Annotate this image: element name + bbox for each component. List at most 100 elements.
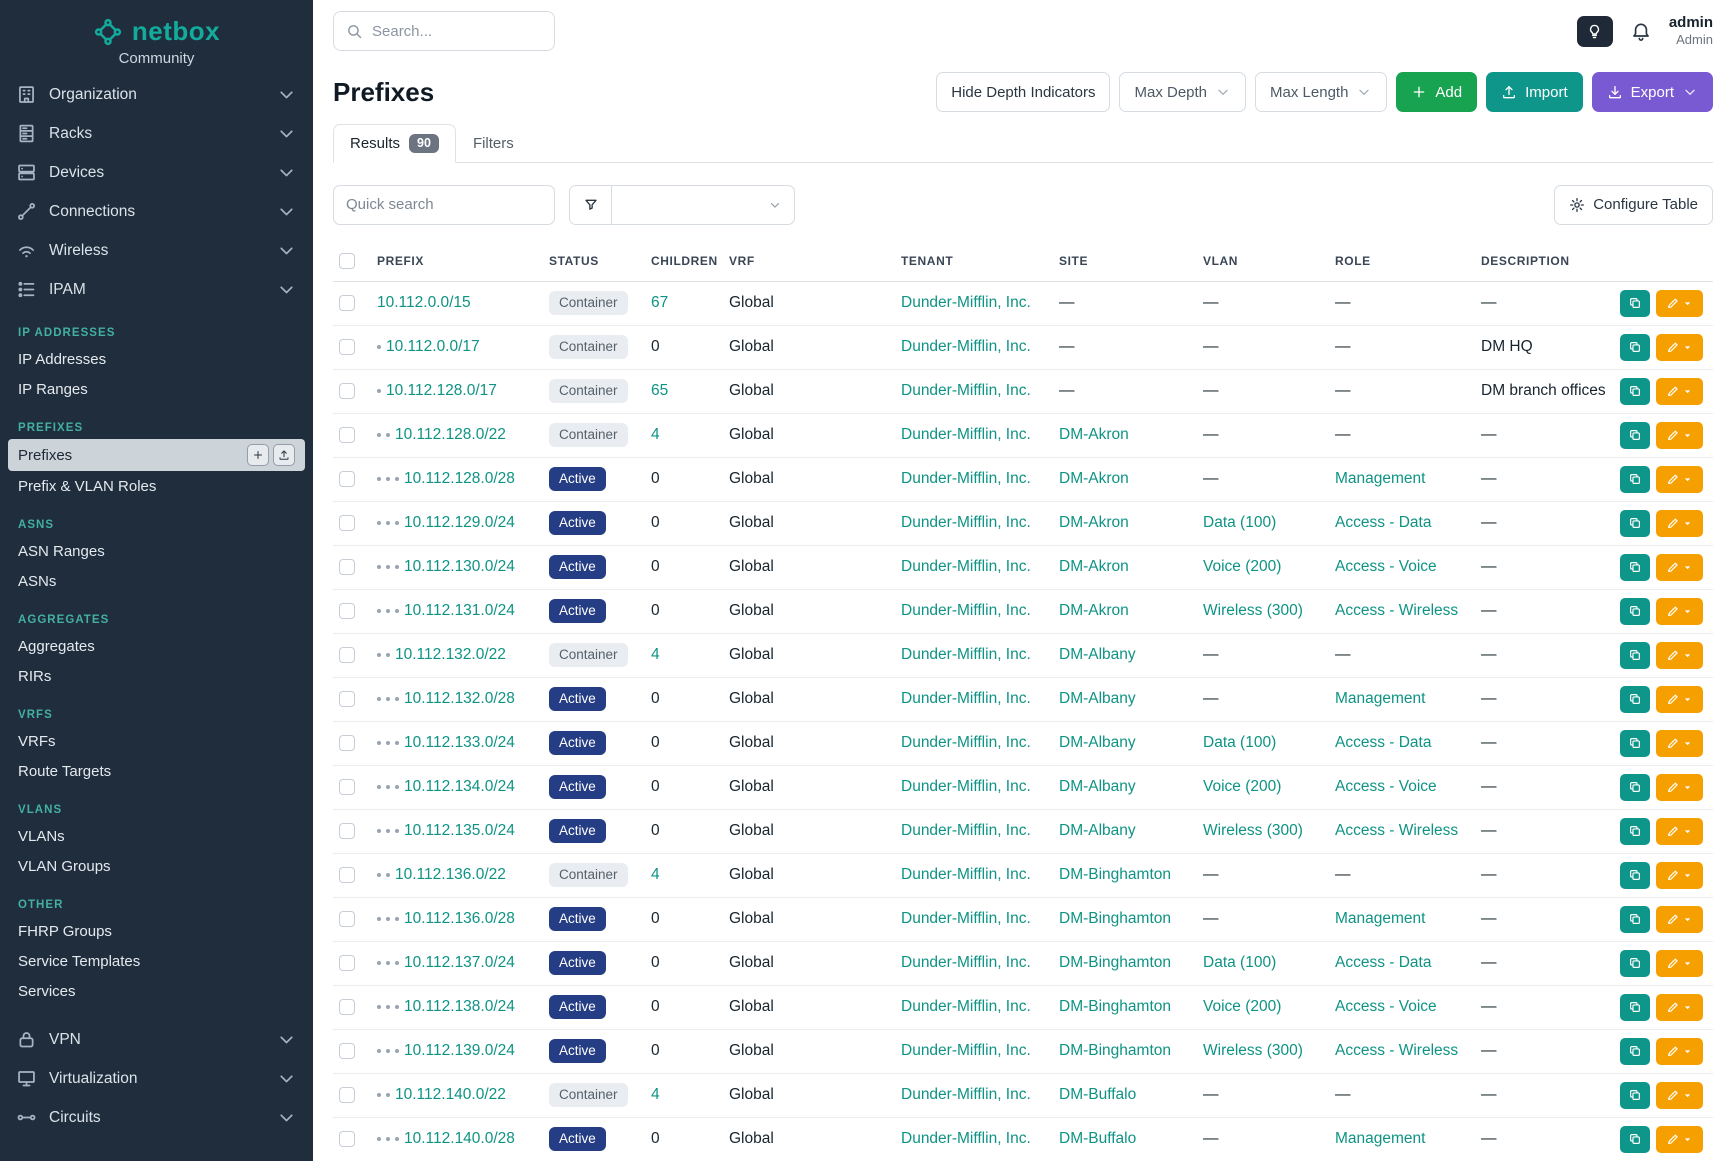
tenant-link[interactable]: Dunder-Mifflin, Inc. xyxy=(901,646,1031,663)
column-header-role[interactable]: ROLE xyxy=(1335,240,1481,282)
edit-button[interactable] xyxy=(1656,509,1703,537)
edit-button[interactable] xyxy=(1656,333,1703,361)
tenant-link[interactable]: Dunder-Mifflin, Inc. xyxy=(901,470,1031,487)
row-checkbox[interactable] xyxy=(339,338,355,355)
role-link[interactable]: Management xyxy=(1335,910,1426,927)
tenant-link[interactable]: Dunder-Mifflin, Inc. xyxy=(901,690,1031,707)
row-checkbox[interactable] xyxy=(339,822,355,839)
edit-button[interactable] xyxy=(1656,773,1703,801)
prefix-link[interactable]: 10.112.133.0/24 xyxy=(404,734,515,751)
site-link[interactable]: DM-Akron xyxy=(1059,426,1129,443)
vlan-link[interactable]: Voice (200) xyxy=(1203,558,1282,575)
row-checkbox[interactable] xyxy=(339,646,355,663)
site-link[interactable]: DM-Albany xyxy=(1059,778,1136,795)
site-link[interactable]: DM-Akron xyxy=(1059,602,1129,619)
row-checkbox[interactable] xyxy=(339,294,355,311)
row-checkbox[interactable] xyxy=(339,382,355,399)
clone-button[interactable] xyxy=(1620,553,1650,581)
prefix-link[interactable]: 10.112.140.0/28 xyxy=(404,1130,515,1147)
clone-button[interactable] xyxy=(1620,377,1650,405)
clone-button[interactable] xyxy=(1620,597,1650,625)
vlan-link[interactable]: Voice (200) xyxy=(1203,778,1282,795)
sidebar-item-asn-ranges[interactable]: ASN Ranges xyxy=(18,542,105,560)
site-link[interactable]: DM-Binghamton xyxy=(1059,998,1171,1015)
clone-button[interactable] xyxy=(1620,1081,1650,1109)
user-menu[interactable]: admin Admin xyxy=(1669,14,1713,48)
children-link[interactable]: 4 xyxy=(651,1086,660,1103)
clone-button[interactable] xyxy=(1620,333,1650,361)
site-link[interactable]: DM-Akron xyxy=(1059,514,1129,531)
column-header-vlan[interactable]: VLAN xyxy=(1203,240,1335,282)
edit-button[interactable] xyxy=(1656,597,1703,625)
site-link[interactable]: DM-Akron xyxy=(1059,470,1129,487)
prefix-link[interactable]: 10.112.140.0/22 xyxy=(395,1086,506,1103)
sidebar-item-prefixes[interactable]: Prefixes xyxy=(8,439,305,471)
sidebar-item-connections[interactable]: Connections xyxy=(0,192,313,231)
role-link[interactable]: Access - Voice xyxy=(1335,998,1437,1015)
edit-button[interactable] xyxy=(1656,729,1703,757)
prefix-link[interactable]: 10.112.0.0/15 xyxy=(377,294,471,311)
children-link[interactable]: 67 xyxy=(651,294,669,311)
tenant-link[interactable]: Dunder-Mifflin, Inc. xyxy=(901,954,1031,971)
column-header-description[interactable]: DESCRIPTION xyxy=(1481,240,1605,282)
tenant-link[interactable]: Dunder-Mifflin, Inc. xyxy=(901,558,1031,575)
tenant-link[interactable]: Dunder-Mifflin, Inc. xyxy=(901,514,1031,531)
max-length-dropdown[interactable]: Max Length xyxy=(1255,72,1388,112)
sidebar-item-devices[interactable]: Devices xyxy=(0,153,313,192)
clone-button[interactable] xyxy=(1620,817,1650,845)
edit-button[interactable] xyxy=(1656,949,1703,977)
clone-button[interactable] xyxy=(1620,421,1650,449)
sidebar-item-circuits[interactable]: Circuits xyxy=(0,1098,313,1137)
edit-button[interactable] xyxy=(1656,377,1703,405)
site-link[interactable]: DM-Albany xyxy=(1059,690,1136,707)
role-link[interactable]: Access - Wireless xyxy=(1335,1042,1459,1059)
clone-button[interactable] xyxy=(1620,641,1650,669)
vlan-link[interactable]: Data (100) xyxy=(1203,734,1277,751)
prefix-link[interactable]: 10.112.138.0/24 xyxy=(404,998,515,1015)
tenant-link[interactable]: Dunder-Mifflin, Inc. xyxy=(901,1086,1031,1103)
site-link[interactable]: DM-Binghamton xyxy=(1059,954,1171,971)
prefix-link[interactable]: 10.112.0.0/17 xyxy=(386,338,480,355)
vlan-link[interactable]: Voice (200) xyxy=(1203,998,1282,1015)
configure-table-button[interactable]: Configure Table xyxy=(1554,184,1713,225)
prefix-link[interactable]: 10.112.132.0/22 xyxy=(395,646,506,663)
row-checkbox[interactable] xyxy=(339,426,355,443)
children-link[interactable]: 4 xyxy=(651,866,660,883)
sidebar-item-racks[interactable]: Racks xyxy=(0,114,313,153)
prefix-link[interactable]: 10.112.134.0/24 xyxy=(404,778,515,795)
sidebar-item-aggregates[interactable]: Aggregates xyxy=(18,637,95,655)
sidebar-item-prefix-vlan-roles[interactable]: Prefix & VLAN Roles xyxy=(18,477,157,495)
children-link[interactable]: 4 xyxy=(651,426,660,443)
tenant-link[interactable]: Dunder-Mifflin, Inc. xyxy=(901,998,1031,1015)
max-depth-dropdown[interactable]: Max Depth xyxy=(1119,72,1247,112)
row-checkbox[interactable] xyxy=(339,470,355,487)
tenant-link[interactable]: Dunder-Mifflin, Inc. xyxy=(901,382,1031,399)
edit-button[interactable] xyxy=(1656,465,1703,493)
sidebar-item-vrfs[interactable]: VRFs xyxy=(18,732,56,750)
edit-button[interactable] xyxy=(1656,1125,1703,1153)
prefix-link[interactable]: 10.112.136.0/22 xyxy=(395,866,506,883)
clone-button[interactable] xyxy=(1620,949,1650,977)
quick-search-input[interactable] xyxy=(333,184,555,225)
row-checkbox[interactable] xyxy=(339,602,355,619)
row-checkbox[interactable] xyxy=(339,998,355,1015)
edit-button[interactable] xyxy=(1656,289,1703,317)
clone-button[interactable] xyxy=(1620,685,1650,713)
global-search-input[interactable] xyxy=(372,22,542,40)
select-all-checkbox[interactable] xyxy=(339,252,355,269)
tenant-link[interactable]: Dunder-Mifflin, Inc. xyxy=(901,294,1031,311)
column-header-status[interactable]: STATUS xyxy=(549,240,651,282)
sidebar-item-route-targets[interactable]: Route Targets xyxy=(18,762,112,780)
edit-button[interactable] xyxy=(1656,641,1703,669)
tab-results[interactable]: Results 90 xyxy=(333,124,456,163)
sidebar-item-asns[interactable]: ASNs xyxy=(18,572,57,590)
vlan-link[interactable]: Wireless (300) xyxy=(1203,602,1303,619)
prefix-link[interactable]: 10.112.128.0/22 xyxy=(395,426,506,443)
role-link[interactable]: Access - Wireless xyxy=(1335,602,1459,619)
edit-button[interactable] xyxy=(1656,905,1703,933)
sidebar-item-vpn[interactable]: VPN xyxy=(0,1020,313,1059)
add-button[interactable]: Add xyxy=(1396,72,1478,112)
prefix-link[interactable]: 10.112.128.0/28 xyxy=(404,470,515,487)
column-header-children[interactable]: CHILDREN xyxy=(651,240,729,282)
row-checkbox[interactable] xyxy=(339,734,355,751)
